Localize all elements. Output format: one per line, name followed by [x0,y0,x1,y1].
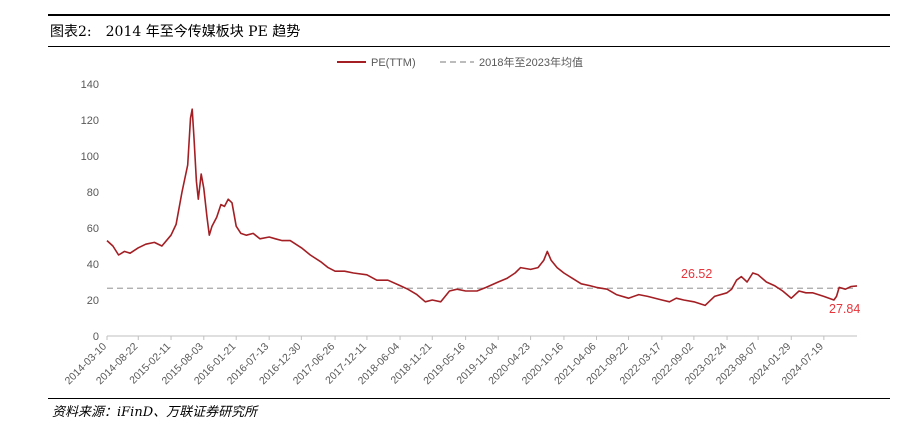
footer-divider [48,398,890,399]
annotations: 26.52 27.84 [681,267,860,316]
legend-pe-label: PE(TTM) [371,57,416,69]
x-axis: 2014-03-102014-08-222015-02-112015-08-03… [63,335,857,387]
y-tick-label: 0 [93,331,99,343]
y-tick-label: 80 [87,187,99,199]
pe-ttm-line [106,108,858,307]
source-note: 资料来源：iFinD、万联证券研究所 [52,405,258,420]
legend-average-label: 2018年至2023年均值 [479,55,583,69]
y-tick-label: 20 [87,295,99,307]
y-tick-label: 40 [87,259,99,271]
figure-title: 图表2: 2014 年至今传媒板块 PE 趋势 [50,21,300,41]
y-axis: 0 20 40 60 80 100 120 140 [81,79,99,343]
y-tick-label: 100 [81,151,99,163]
figure-title-text: 2014 年至今传媒板块 PE 趋势 [105,24,301,40]
y-tick-label: 120 [81,115,99,127]
figure-label: 图表2: [50,24,92,40]
y-tick-label: 140 [81,79,99,91]
series-layer [106,108,858,307]
y-tick-label: 60 [87,223,99,235]
figure-header: 图表2: 2014 年至今传媒板块 PE 趋势 [48,14,890,47]
latest-value-label: 27.84 [829,302,860,316]
legend: PE(TTM) 2018年至2023年均值 [337,55,583,69]
average-value-label: 26.52 [681,267,712,281]
